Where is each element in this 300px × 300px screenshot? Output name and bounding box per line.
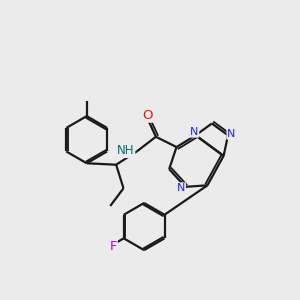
Text: NH: NH (117, 144, 134, 157)
Text: N: N (227, 129, 236, 139)
Text: N: N (190, 127, 198, 137)
Text: O: O (142, 109, 152, 122)
Text: N: N (177, 183, 185, 193)
Text: F: F (109, 240, 117, 254)
